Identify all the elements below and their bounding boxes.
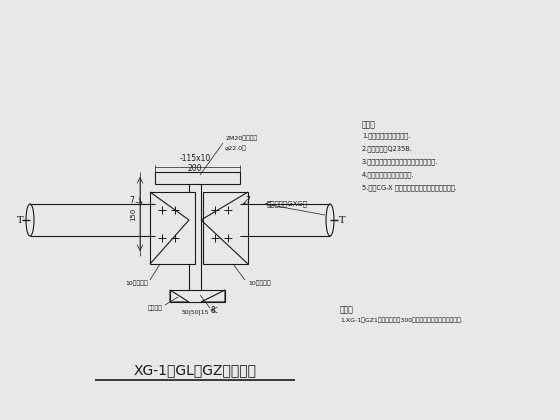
Text: 说明：: 说明： (340, 305, 354, 314)
Text: T: T (17, 215, 24, 225)
Text: 50|50|15: 50|50|15 (181, 309, 209, 315)
Text: 150: 150 (130, 207, 136, 220)
Bar (155, 172, 240, 184)
Text: 3.切断下料加工尺寸请参照节点大样制作.: 3.切断下料加工尺寸请参照节点大样制作. (362, 158, 438, 165)
Text: -115x10: -115x10 (179, 153, 211, 163)
Text: 5.关于CG-X 安装天窗，方法及注意事项请参照.: 5.关于CG-X 安装天窗，方法及注意事项请参照. (362, 184, 457, 191)
Text: 8: 8 (210, 305, 214, 315)
Text: XG-1与GL、GZ连接详图: XG-1与GL、GZ连接详图 (133, 363, 256, 377)
Text: 底部钉板: 底部钉板 (147, 305, 162, 311)
Text: 1.XG-1与GZ1位置为棁目板300宽，具体尺寸按图纸联系设计.: 1.XG-1与GZ1位置为棁目板300宽，具体尺寸按图纸联系设计. (340, 317, 463, 323)
Ellipse shape (26, 204, 34, 236)
Text: 10厚节点板: 10厚节点板 (248, 280, 270, 286)
Text: 2M20高强螺栊: 2M20高强螺栊 (225, 135, 257, 141)
Text: 200: 200 (188, 163, 202, 173)
Text: 7: 7 (129, 195, 134, 205)
Text: 7: 7 (246, 195, 250, 205)
Text: 1.本图采用角焼熱婔连接.: 1.本图采用角焼熱婔连接. (362, 132, 410, 139)
Text: T: T (339, 215, 346, 225)
Text: 说明：: 说明： (362, 120, 376, 129)
Bar (203, 192, 248, 264)
Text: φ22.0孔: φ22.0孔 (225, 145, 247, 151)
Bar (150, 192, 195, 264)
Ellipse shape (326, 204, 334, 236)
Text: 10厚节点板: 10厚节点板 (125, 280, 148, 286)
Bar (189, 184, 201, 295)
Text: 4.如图示，请参照设计说明.: 4.如图示，请参照设计说明. (362, 171, 414, 178)
Text: 2.角鎍牯材质Q235B.: 2.角鎍牯材质Q235B. (362, 145, 413, 152)
Text: 属件系列（GXG）: 属件系列（GXG） (267, 201, 308, 207)
Bar (170, 290, 225, 302)
